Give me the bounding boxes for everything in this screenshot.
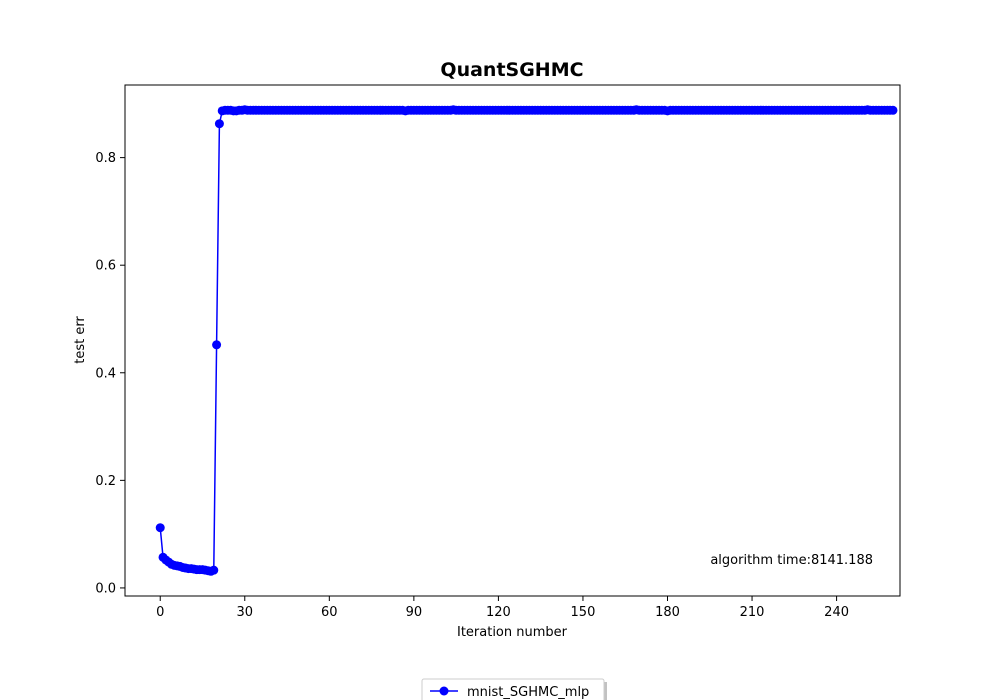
x-tick-label: 150: [571, 605, 596, 620]
y-tick-label: 0.8: [95, 151, 116, 166]
y-tick-label: 0.2: [95, 474, 116, 489]
x-tick-label: 210: [740, 605, 765, 620]
data-point: [214, 119, 224, 129]
chart-title: QuantSGHMC: [440, 59, 583, 81]
x-tick-label: 180: [655, 605, 680, 620]
y-tick-label: 0.6: [95, 259, 116, 274]
y-axis: 0.0 0.2 0.4 0.6 0.8: [95, 151, 125, 596]
legend: mnist_SGHMC_mlp: [421, 678, 607, 700]
y-tick-label: 0.0: [95, 581, 116, 596]
x-tick-label: 0: [156, 605, 164, 620]
x-axis: 0 30 60 90 120 150 180 210 240: [156, 596, 849, 620]
data-point: [155, 523, 165, 533]
data-point: [888, 105, 898, 115]
axes-frame: [124, 84, 901, 597]
legend-marker-swatch: [439, 686, 449, 696]
x-tick-label: 30: [236, 605, 253, 620]
data-point: [212, 340, 222, 350]
x-tick-label: 90: [406, 605, 423, 620]
x-tick-label: 120: [486, 605, 511, 620]
plot-area: [155, 105, 898, 576]
legend-label: mnist_SGHMC_mlp: [467, 685, 589, 700]
y-tick-label: 0.4: [95, 366, 116, 381]
algorithm-time-annotation: algorithm time:8141.188: [710, 553, 873, 568]
y-axis-label: test err: [73, 316, 88, 364]
x-tick-label: 240: [824, 605, 849, 620]
x-axis-label: Iteration number: [457, 625, 568, 640]
legend-box: [421, 678, 605, 700]
data-point: [209, 565, 219, 575]
x-tick-label: 60: [321, 605, 338, 620]
